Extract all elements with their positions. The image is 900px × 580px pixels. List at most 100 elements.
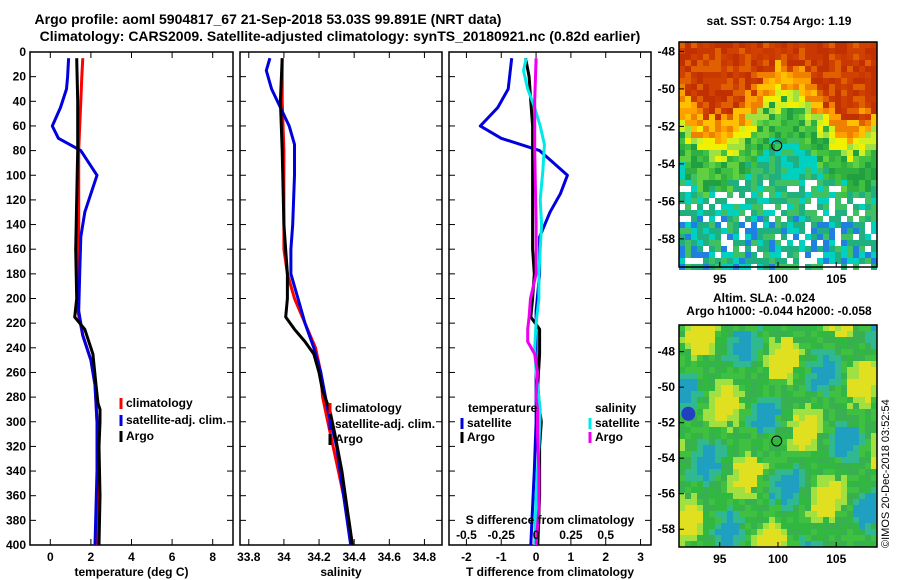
sla_map-cell (721, 343, 727, 349)
sla_map-cell (679, 367, 685, 373)
sst_map-cell (799, 138, 805, 144)
sla_map-cell (715, 475, 721, 481)
sla_map-cell (823, 391, 829, 397)
difference-legend-label: satellite (595, 416, 640, 430)
sst_map-cell (703, 174, 709, 180)
depth-tick-label: 0 (19, 45, 26, 59)
sla_map-cell (745, 427, 751, 433)
sla_map-cell (793, 505, 799, 511)
sla_map-cell (763, 403, 769, 409)
sst_map-cell (865, 60, 871, 66)
sla_map-cell (685, 427, 691, 433)
sst_map-cell (709, 192, 715, 198)
sla_map-cell (763, 367, 769, 373)
sst_map-cell (733, 174, 739, 180)
sst_map-cell (781, 66, 787, 72)
sst_map-cell (715, 84, 721, 90)
sst_map-cells (679, 42, 877, 270)
difference-xtick-label: 1 (568, 550, 575, 564)
sla_map-cell (799, 541, 805, 547)
sst_map-cell (847, 126, 853, 132)
sst_map-cell (763, 138, 769, 144)
sla_map-cell (793, 511, 799, 517)
sla_map-cell (829, 415, 835, 421)
sla_map-cell (835, 451, 841, 457)
sla_map-cell (751, 499, 757, 505)
sla_map-cell (691, 433, 697, 439)
sst_map-cell (835, 120, 841, 126)
sla_map-cell (769, 493, 775, 499)
sla_map-cell (763, 355, 769, 361)
sst_map-cell (697, 120, 703, 126)
sst_map-cell (685, 162, 691, 168)
sst_map-cell (793, 102, 799, 108)
sla_map-cell (817, 529, 823, 535)
sla_map-cell (781, 415, 787, 421)
sst_map-cell (841, 240, 847, 246)
sst_map-cell (703, 78, 709, 84)
sst_map-cell (709, 60, 715, 66)
sst_map-cell (757, 246, 763, 252)
sla_map-cell (751, 385, 757, 391)
sst_map-cell (715, 180, 721, 186)
sla_map-cell (817, 421, 823, 427)
sla_map-cell (769, 379, 775, 385)
sst_map-cell (817, 174, 823, 180)
sla_map-cell (715, 355, 721, 361)
sst_map-cell (733, 252, 739, 258)
sla_map-cell (709, 517, 715, 523)
sst_map-cell (739, 258, 745, 264)
sst_map-cell (715, 162, 721, 168)
sla_map-cell (703, 337, 709, 343)
sla_map-cell (847, 415, 853, 421)
sst_map-cell (823, 108, 829, 114)
sla_map-cell (709, 331, 715, 337)
sst_map-cell (817, 246, 823, 252)
sla_map-cell (697, 517, 703, 523)
difference-s-tick-label: -0.25 (488, 528, 516, 542)
sst_map-cell (709, 54, 715, 60)
sst_map-cell (823, 222, 829, 228)
sst_map-cell (697, 156, 703, 162)
sst_map-cell (817, 234, 823, 240)
sla_map-cell (709, 409, 715, 415)
sst_map-cell (691, 198, 697, 204)
sla_map-cell (727, 493, 733, 499)
sla_map-cell (727, 511, 733, 517)
sst_map-cell (811, 72, 817, 78)
sst_map-cell (751, 90, 757, 96)
sla_map-cell (871, 421, 877, 427)
sla_map-cell (817, 505, 823, 511)
sst_map-cell (805, 84, 811, 90)
sla_map-cell (847, 355, 853, 361)
sla_map-cell (715, 481, 721, 487)
sst_map-cell (793, 162, 799, 168)
sst_map-cell (823, 66, 829, 72)
sst_map-cell (739, 150, 745, 156)
sst_map-cell (757, 258, 763, 264)
sla_map-cell (799, 373, 805, 379)
sst_map-cell (721, 162, 727, 168)
sla_map-cell (745, 523, 751, 529)
sst_map-cell (805, 54, 811, 60)
sst_map-cell (841, 168, 847, 174)
sla_map-cell (745, 487, 751, 493)
sst_map-cell (775, 66, 781, 72)
sla_map-cell (847, 439, 853, 445)
sst_map-cell (841, 102, 847, 108)
sst_map-cell (865, 180, 871, 186)
sla_map-cell (685, 457, 691, 463)
sst_map-cell (859, 222, 865, 228)
sla_map-cell (841, 493, 847, 499)
sla_map-cell (709, 385, 715, 391)
sla_map-cell (853, 403, 859, 409)
sla_map-cell (709, 343, 715, 349)
sla_map-cell (703, 445, 709, 451)
sst_map-cell (685, 42, 691, 48)
depth-tick-label: 220 (6, 316, 26, 330)
sst_map-cell (691, 42, 697, 48)
sst_map-cell (751, 198, 757, 204)
sla_map-cell (835, 355, 841, 361)
sla_map-cell (751, 421, 757, 427)
sst_map-cell (811, 210, 817, 216)
